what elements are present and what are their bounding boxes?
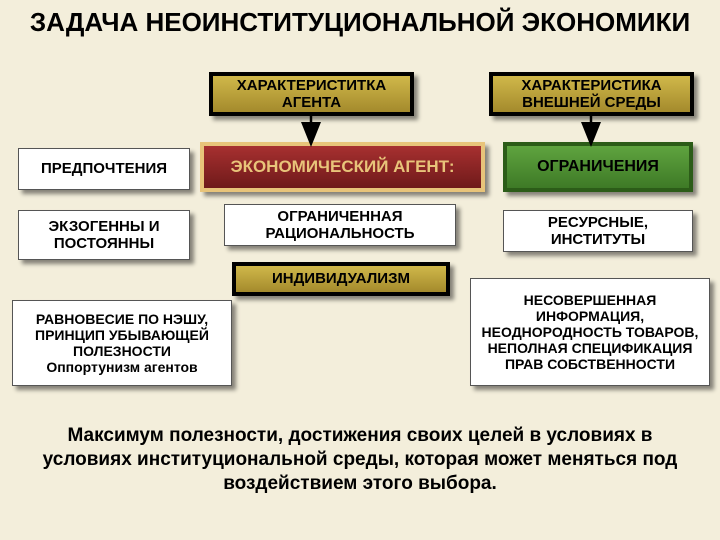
diagram-layer: ЗАДАЧА НЕОИНСТИТУЦИОНАЛЬНОЙ ЭКОНОМИКИ ХА… <box>0 0 720 540</box>
summary-text: Максимум полезности, достижения своих це… <box>30 424 690 495</box>
